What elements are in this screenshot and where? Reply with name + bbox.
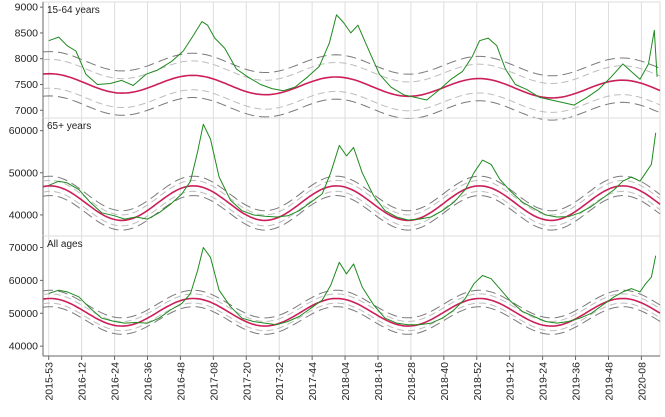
x-tick-label-8: 2017-44 [307, 362, 319, 401]
threshold-lower-outer [42, 194, 661, 231]
threshold-upper-outer [42, 51, 661, 77]
observed-line [48, 123, 657, 221]
x-tick-label-12: 2018-40 [439, 362, 451, 401]
x-tick-label-0: 2015-53 [44, 362, 56, 401]
threshold-lower-outer [42, 306, 661, 335]
panel-title: 65+ years [47, 121, 91, 132]
baseline-line [42, 185, 661, 222]
x-tick-label-1: 2016-12 [77, 362, 89, 401]
threshold-upper-inner [42, 293, 661, 323]
threshold-upper-outer [42, 175, 661, 212]
x-tick-label-17: 2019-48 [603, 362, 615, 401]
x-axis: 2015-53 2016-12 2016-24 2016-36 2016-48 2017-… [43, 355, 660, 401]
y-tick-label-0: 40000 [9, 209, 38, 221]
y-tick-label-1: 50000 [9, 308, 38, 320]
y-tick-label-2: 60000 [9, 275, 38, 287]
baseline-line [42, 297, 661, 327]
y-tick-label-1: 7500 [15, 79, 39, 91]
y-tick-label-3: 8500 [15, 27, 39, 39]
y-tick-label-1: 50000 [9, 167, 38, 179]
threshold-upper-outer [42, 289, 661, 319]
threshold-lower-inner [42, 190, 661, 227]
x-tick-label-7: 2017-32 [274, 362, 286, 401]
y-tick-label-2: 8000 [15, 53, 39, 65]
x-tick-label-14: 2019-12 [505, 362, 517, 401]
x-tick-label-11: 2018-28 [406, 362, 418, 401]
y-tick-label-3: 70000 [9, 242, 38, 254]
threshold-lower-inner [42, 302, 661, 332]
x-tick-label-6: 2017-20 [241, 362, 253, 401]
x-tick-label-3: 2016-36 [143, 362, 155, 401]
chart-panel-1: 7000 7500 8000 8500 9000 15-64 years [15, 1, 661, 121]
observed-line [48, 14, 658, 106]
threshold-lower-inner [42, 87, 661, 113]
observed-line [48, 247, 657, 326]
y-tick-label-0: 40000 [9, 341, 38, 353]
x-tick-label-13: 2018-52 [472, 362, 484, 401]
chart-panel-3: 40000 50000 60000 70000 All ages [9, 235, 661, 357]
y-tick-label-0: 7000 [15, 105, 39, 117]
panels-group: 7000 7500 8000 8500 9000 15-64 years 40000 5000… [9, 1, 661, 357]
x-tick-label-4: 2016-48 [175, 362, 187, 401]
y-tick-label-2: 60000 [9, 125, 38, 137]
baseline-line [42, 72, 661, 99]
threshold-upper-inner [42, 179, 661, 216]
chart-panel-2: 40000 50000 60000 65+ years [9, 117, 661, 237]
x-tick-label-16: 2019-36 [571, 362, 583, 401]
x-tick-label-15: 2019-24 [538, 362, 550, 401]
panel-title: 15-64 years [47, 5, 100, 16]
x-tick-label-9: 2018-04 [340, 362, 352, 401]
x-tick-label-18: 2020-08 [636, 362, 648, 401]
x-tick-label-5: 2017-08 [208, 362, 220, 401]
threshold-upper-inner [42, 58, 661, 85]
x-tick-label-10: 2018-16 [373, 362, 385, 401]
x-tick-label-2: 2016-24 [110, 362, 122, 401]
threshold-lower-outer [42, 95, 661, 121]
panel-title: All ages [47, 239, 83, 250]
y-tick-label-4: 9000 [15, 2, 39, 14]
